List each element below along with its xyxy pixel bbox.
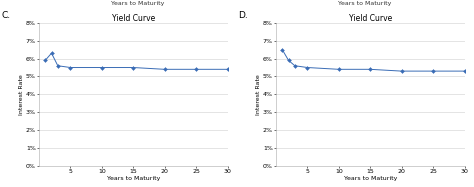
Text: C.: C. — [1, 11, 10, 20]
Title: Yield Curve: Yield Curve — [111, 14, 155, 23]
X-axis label: Years to Maturity: Years to Maturity — [107, 177, 160, 181]
Title: Yield Curve: Yield Curve — [348, 14, 392, 23]
Text: Years to Maturity: Years to Maturity — [338, 1, 392, 6]
Y-axis label: Interest Rate: Interest Rate — [256, 74, 261, 115]
Y-axis label: Interest Rate: Interest Rate — [19, 74, 24, 115]
Text: Years to Maturity: Years to Maturity — [111, 1, 164, 6]
X-axis label: Years to Maturity: Years to Maturity — [344, 177, 397, 181]
Text: D.: D. — [238, 11, 248, 20]
